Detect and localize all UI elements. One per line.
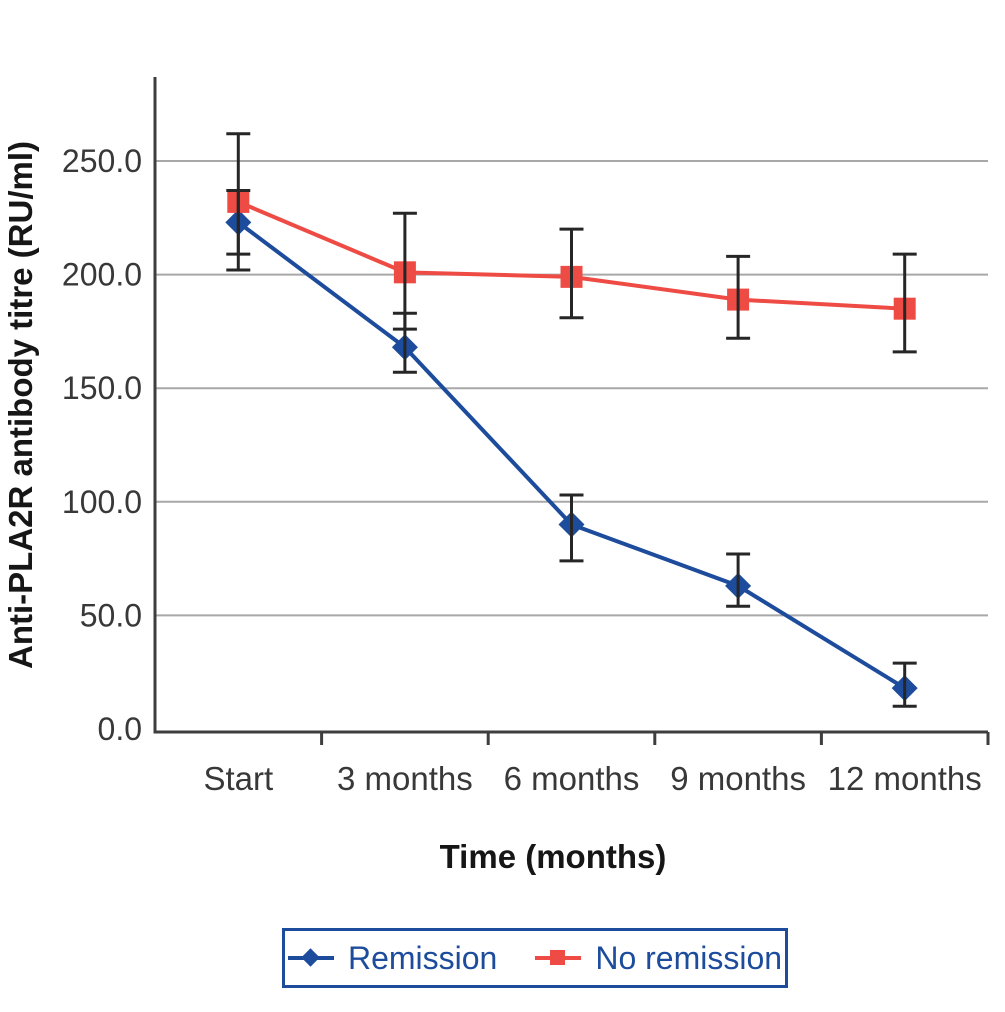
legend-label-no-remission: No remission — [595, 939, 783, 976]
square-marker-icon — [550, 950, 566, 965]
y-tick-label: 100.0 — [62, 484, 142, 520]
x-tick-label: 12 months — [828, 760, 982, 797]
y-tick-label: 0.0 — [98, 711, 142, 747]
x-tick-label: 3 months — [337, 760, 473, 797]
y-tick-label: 150.0 — [62, 370, 142, 406]
legend-item-no-remission: No remission — [535, 940, 782, 977]
y-tick-label: 250.0 — [62, 143, 142, 179]
x-axis-title: Time (months) — [440, 838, 667, 875]
diamond-marker-icon — [301, 948, 320, 967]
x-tick-label: 9 months — [670, 760, 806, 797]
y-tick-label: 50.0 — [80, 597, 142, 633]
y-tick-label: 200.0 — [62, 257, 142, 293]
legend-item-remission: Remission — [287, 939, 498, 977]
no-remission-line-square-icon — [535, 948, 582, 968]
x-tick-label: Start — [203, 760, 273, 797]
y-axis-title: Anti-PLA2R antibody titre (RU/ml) — [2, 141, 39, 669]
legend: Remission No remission — [282, 928, 788, 988]
remission-line-diamond-icon — [287, 948, 334, 968]
x-tick-label: 6 months — [504, 760, 640, 797]
legend-label-remission: Remission — [347, 939, 498, 976]
